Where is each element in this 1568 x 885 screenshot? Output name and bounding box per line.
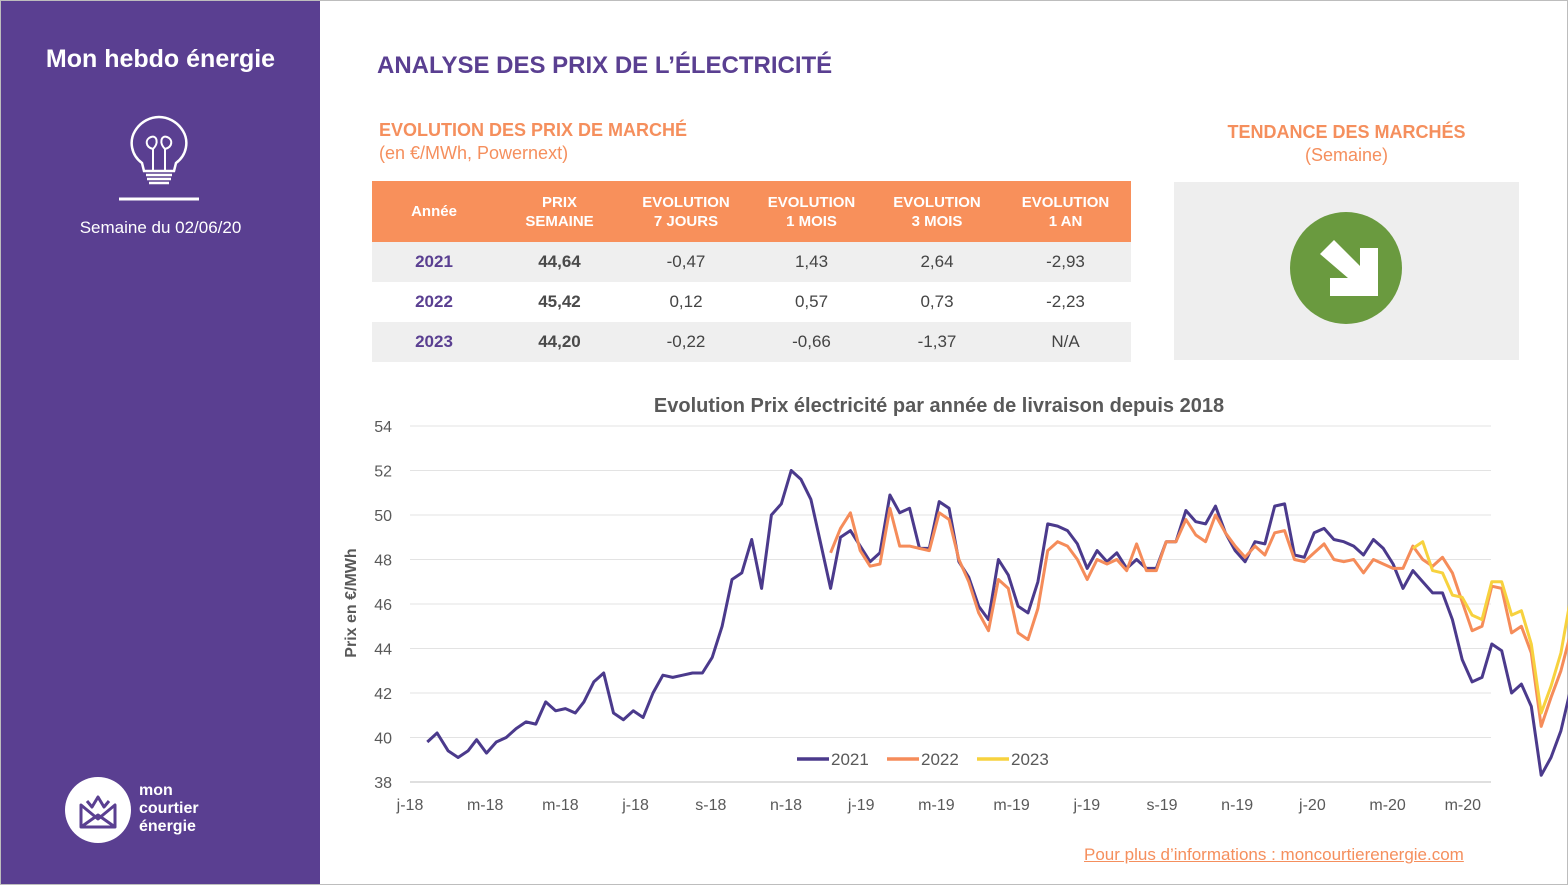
cell-evolution-7d: -0,47	[623, 242, 749, 282]
cell-evolution-7d: -0,22	[623, 322, 749, 362]
header-evolution-1m: EVOLUTION 1 MOIS	[749, 181, 874, 242]
envelope-crown-icon	[79, 795, 117, 829]
x-tick-label: n-19	[1221, 797, 1253, 814]
x-tick-label: m-19	[993, 797, 1030, 814]
y-tick-label: 48	[374, 553, 392, 570]
header-line: EVOLUTION	[767, 193, 856, 211]
header-line: 1 AN	[1048, 212, 1083, 230]
cell-evolution-3m: 2,64	[874, 242, 1000, 282]
y-tick-label: 54	[374, 419, 392, 436]
table-row: 2023 44,20 -0,22 -0,66 -1,37 N/A	[372, 322, 1131, 362]
y-tick-label: 38	[374, 775, 392, 792]
brand-word: courtier	[139, 800, 199, 817]
footer-website-link[interactable]: Pour plus d’informations : moncourtieren…	[1084, 845, 1464, 864]
cell-price: 44,20	[496, 322, 623, 362]
section-title: EVOLUTION DES PRIX DE MARCHÉ	[379, 120, 688, 140]
cell-evolution-1y: -2,93	[1000, 242, 1131, 282]
x-tick-label: j-18	[396, 797, 424, 814]
lightbulb-icon	[119, 115, 199, 201]
table-row: 2022 45,42 0,12 0,57 0,73 -2,23	[372, 282, 1131, 322]
y-tick-label: 46	[374, 597, 392, 614]
header-line: PRIX	[541, 193, 577, 211]
table-header-row: Année PRIX SEMAINE EVOLUTION 7 JOURS EVOLU…	[372, 181, 1131, 242]
cell-evolution-3m: -1,37	[874, 322, 1000, 362]
chart-series	[426, 469, 1568, 777]
x-tick-label: m-19	[918, 797, 955, 814]
cell-price: 45,42	[538, 292, 581, 311]
x-tick-label: s-18	[695, 797, 726, 814]
x-tick-label: j-19	[847, 797, 875, 814]
y-tick-label: 40	[374, 731, 392, 748]
cell-evolution-7d: 0,12	[669, 292, 703, 311]
cell-year: 2023	[372, 322, 496, 362]
brand-logo	[65, 777, 131, 843]
cell-evolution-1m: 0,57	[794, 292, 829, 311]
legend-label: 2022	[921, 750, 959, 769]
header-line: 1 MOIS	[786, 212, 837, 230]
x-tick-label: n-18	[770, 797, 802, 814]
header-evolution-7d: EVOLUTION 7 JOURS	[623, 181, 749, 242]
chart-y-axis-label: Prix en €/MWh	[343, 548, 360, 657]
series-line-2022	[829, 506, 1568, 728]
chart-gridlines	[410, 425, 1491, 783]
table-row: 2021 44,64 -0,47 1,43 2,64 -2,93	[372, 242, 1131, 282]
y-tick-label: 44	[374, 642, 392, 659]
header-line: EVOLUTION	[893, 193, 981, 211]
x-tick-label: j-18	[621, 797, 649, 814]
week-label: Semaine du 02/06/20	[79, 218, 242, 237]
chart-legend: 2021 2022 2023	[797, 750, 1049, 769]
brand-logo-text: mon courtier énergie	[139, 782, 199, 836]
header-line: Année	[411, 203, 457, 220]
x-tick-label: m-18	[467, 797, 504, 814]
series-line-2023	[1412, 540, 1568, 715]
trend-subtitle: (Semaine)	[1304, 145, 1389, 165]
trend-title: TENDANCE DES MARCHÉS	[1227, 122, 1466, 142]
header-line: EVOLUTION	[1021, 193, 1110, 211]
down-right-arrow-icon	[1290, 212, 1402, 324]
page-title: ANALYSE DES PRIX DE L’ÉLECTRICITÉ	[377, 52, 833, 79]
cell-year: 2021	[372, 242, 496, 282]
header-line: 7 JOURS	[653, 212, 719, 230]
x-tick-label: j-20	[1298, 797, 1326, 814]
cell-evolution-1m: 1,43	[749, 242, 874, 282]
chart-y-ticks: 38 40 42 44 46 48 50 52 54	[374, 419, 392, 792]
cell-evolution-1y: -2,23	[1046, 292, 1085, 311]
x-tick-label: s-19	[1146, 797, 1177, 814]
cell-evolution-1y: N/A	[1000, 322, 1131, 362]
header-week-price: PRIX SEMAINE	[496, 181, 623, 242]
price-table: Année PRIX SEMAINE EVOLUTION 7 JOURS EVOLU…	[372, 181, 1131, 362]
sidebar: Mon hebdo énergie Semaine du 02/06/20 mo…	[1, 1, 320, 884]
legend-label: 2023	[1011, 750, 1049, 769]
header-line: 3 MOIS	[911, 212, 963, 230]
chart-x-ticks: j-18 m-18 m-18 j-18 s-18 n-18 j-19 m-19 m-19 j-19…	[396, 797, 1481, 814]
brand-word: mon	[139, 782, 173, 799]
legend-label: 2021	[831, 750, 869, 769]
section-subtitle: (en €/MWh, Powernext)	[379, 143, 569, 163]
brand-word: énergie	[139, 818, 196, 835]
cell-evolution-3m: 0,73	[920, 292, 954, 311]
trend-panel	[1174, 182, 1519, 360]
header-line: EVOLUTION	[642, 193, 730, 211]
x-tick-label: m-18	[542, 797, 579, 814]
x-tick-label: m-20	[1369, 797, 1406, 814]
y-tick-label: 52	[374, 464, 392, 481]
cell-year: 2022	[415, 292, 453, 311]
header-evolution-3m: EVOLUTION 3 MOIS	[874, 181, 1000, 242]
x-tick-label: j-19	[1072, 797, 1100, 814]
chart-title: Evolution Prix électricité par année de …	[654, 395, 1224, 417]
x-tick-label: m-20	[1445, 797, 1482, 814]
y-tick-label: 42	[374, 686, 392, 703]
header-line: SEMAINE	[525, 212, 594, 230]
cell-evolution-1m: -0,66	[749, 322, 874, 362]
series-line-2021	[426, 469, 1568, 777]
header-year: Année	[372, 181, 496, 242]
y-tick-label: 50	[374, 508, 392, 525]
cell-price: 44,64	[496, 242, 623, 282]
header-evolution-1y: EVOLUTION 1 AN	[1000, 181, 1131, 242]
newsletter-title: Mon hebdo énergie	[45, 45, 276, 73]
